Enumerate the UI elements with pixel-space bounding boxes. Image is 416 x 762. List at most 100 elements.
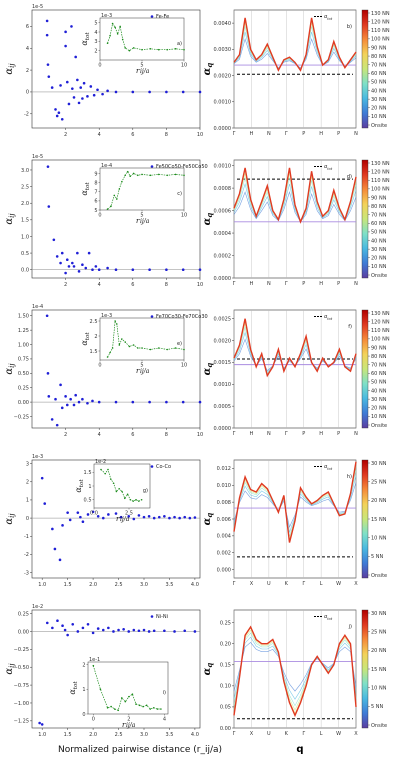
scatter-point [60,406,64,410]
colorbar [361,609,369,729]
q-tick-label: H [319,131,323,137]
scatter-point [64,30,67,34]
curve-highest-nn [233,461,357,543]
colorbar-tick-label: 110 NN [371,178,390,184]
y-tick-label: 0.0025 [214,317,232,323]
y-tick-label: 0.5 [21,251,29,257]
q-tick-label: H [250,131,254,137]
x-tick-label: 10 [197,132,203,138]
x-tick-label: 3.5 [165,582,173,588]
inset-point [149,708,152,710]
panel-letter: d) [347,174,352,180]
scatter-point [198,90,202,94]
inset-y-label: αtot [80,182,91,196]
q-tick-label: X [250,731,254,737]
scatter-point [51,626,54,630]
y-tick-label: 0.0005 [214,404,232,410]
scatter-point [142,515,146,519]
inset-point [137,174,139,177]
scatter-point [181,400,185,404]
scatter-point [157,515,161,519]
scatter-point [70,25,73,28]
inset-y-tick-label: 3 [94,39,97,45]
inset-point [106,208,109,210]
y-tick-label: 1.25 [18,328,29,334]
y-tick-label: 0.012 [217,466,231,472]
x-tick-label: 1.0 [38,732,46,738]
colorbar-tick-label: 80 NN [371,54,387,60]
x-tick-label: 1.5 [64,582,72,588]
inset-point [158,347,160,349]
inset-y-tick-label: 7 [94,190,97,196]
q-tick-label: X [250,581,254,587]
q-tick-label: K [285,731,289,737]
curve-highest-nn [233,318,357,378]
scatter-panel-i: 1.0 1.5 2.0 2.5 3.0 3.5 4.0 −1.25 −1.00 −0.75 −0.5… [4,604,201,738]
colorbar-tick-label: 30 NN [371,97,387,103]
y-tick-label: 0.75 [18,357,29,363]
colorbar [361,309,369,429]
inset-x-tick-label: 5 [140,363,143,369]
scatter-point [47,205,51,208]
scatter-point [69,397,72,401]
x-tick-label: 8 [165,132,168,138]
y-tick-label: -2 [24,112,29,118]
y-tick-label: 0.00 [18,400,29,406]
scatter-point [147,514,151,518]
x-tick-label: 1.5 [64,732,72,738]
scatter-point [142,628,146,632]
scatter-point [67,102,71,106]
scatter-point [71,623,75,626]
inset-point [142,705,144,708]
inset-point [152,707,155,709]
y-tick-label: 2 [26,68,29,74]
scatter-point [40,476,44,480]
x-tick-label: 6 [131,282,134,288]
scatter-point [66,511,69,514]
q-tick-label: Γ [285,281,288,287]
q-tick-label: H [319,281,323,287]
legend-label: αtot [324,14,333,21]
scatter-point [89,85,93,88]
scatter-point [55,114,59,118]
y-tick-label: 0.010 [217,483,231,489]
q-tick-label: H [250,281,254,287]
scatter-point [114,512,118,515]
scatter-point [81,397,84,401]
line-frame [233,609,357,729]
legend-label: αtot [324,614,333,621]
colorbar-tick-label: 10 NN [371,535,387,541]
scatter-point [131,90,135,94]
colorbar [361,159,369,279]
inset-point [141,173,143,176]
scatter-point [72,403,76,407]
colorbar-tick-label: 120 NN [371,169,390,175]
colorbar-tick-label: 10 NN [371,414,387,420]
inset-x-label-r: r [122,721,126,729]
inset-point [174,48,177,50]
scatter-point [77,101,81,105]
colorbar-tick-label: 90 NN [371,195,387,201]
colorbar-tick-label: 30 NN [371,611,387,617]
y-tick-label: 0.0006 [214,208,232,214]
scatter-point [181,268,185,271]
inset-point [156,708,159,710]
y-tick-label: 0.0020 [214,338,232,344]
scatter-point [81,97,84,100]
inset-point [124,174,126,177]
q-tick-label: H [250,431,254,437]
inset-x-label-rest: ij/a [140,218,150,225]
curve-highest-nn [233,17,357,72]
y-axis-label: αij [4,213,16,225]
q-tick-label: H [319,431,323,437]
y-exponent: 1e-3 [32,454,43,460]
inset-y-label: αtot [74,479,85,493]
inset-point [174,347,177,349]
inset-x-tick-label: 0 [98,363,101,369]
inset-point [158,48,160,51]
q-tick-label: W [336,581,341,587]
legend-marker [150,465,154,468]
scatter-point [94,265,98,268]
x-tick-label: 6 [131,432,134,438]
inset-y-tick-label: 1.5 [84,470,92,476]
